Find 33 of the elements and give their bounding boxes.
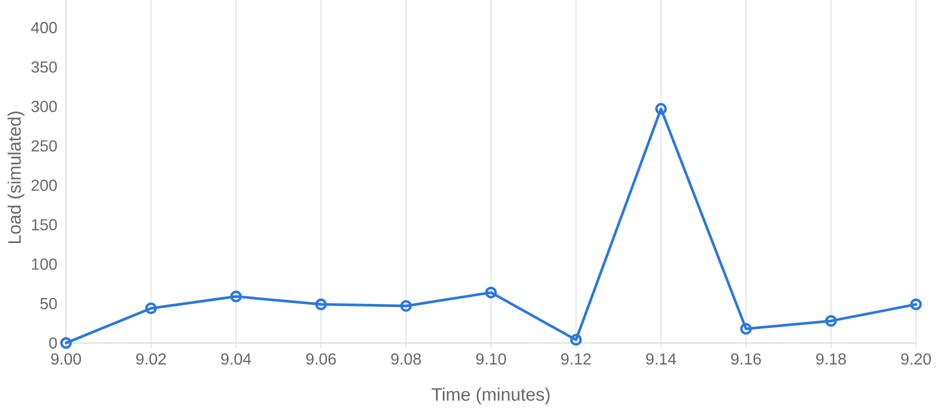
y-tick-label: 250 — [32, 140, 57, 152]
x-tick-label: 9.04 — [221, 353, 252, 365]
x-tick-label: 9.02 — [136, 353, 166, 365]
point — [740, 322, 752, 335]
point — [60, 337, 72, 349]
y-tick-label: 350 — [31, 61, 57, 73]
x-tick-label: 9.14 — [646, 353, 676, 365]
x-tick-label: 9.08 — [391, 353, 421, 365]
y-tick-label: 150 — [32, 219, 57, 230]
y-tick-label: 200 — [32, 180, 57, 191]
x-tick-label: 9.00 — [51, 353, 81, 365]
point — [570, 334, 582, 346]
y-tick-label: 400 — [31, 22, 57, 34]
y-tick-label: 0 — [49, 337, 57, 349]
x-axis-title: Time (minutes) — [432, 388, 550, 404]
point — [825, 315, 837, 327]
point — [655, 103, 667, 115]
x-tick-label: 9.16 — [731, 353, 761, 365]
y-tick-label: 300 — [31, 100, 57, 112]
y-tick-label: 100 — [32, 258, 57, 270]
x-tick-label: 9.18 — [816, 353, 846, 365]
point — [315, 298, 327, 310]
x-tick-label: 9.20 — [901, 353, 931, 365]
point — [400, 300, 412, 312]
point — [485, 286, 497, 298]
y-tick-label: 50 — [40, 298, 57, 310]
x-tick-label: 9.10 — [476, 353, 506, 365]
point — [145, 302, 157, 314]
point — [230, 290, 242, 302]
point — [910, 298, 922, 310]
y-axis-title: Load (simulated) — [8, 112, 24, 244]
x-tick-label: 9.06 — [306, 353, 336, 365]
x-tick-label: 9.12 — [561, 353, 591, 365]
